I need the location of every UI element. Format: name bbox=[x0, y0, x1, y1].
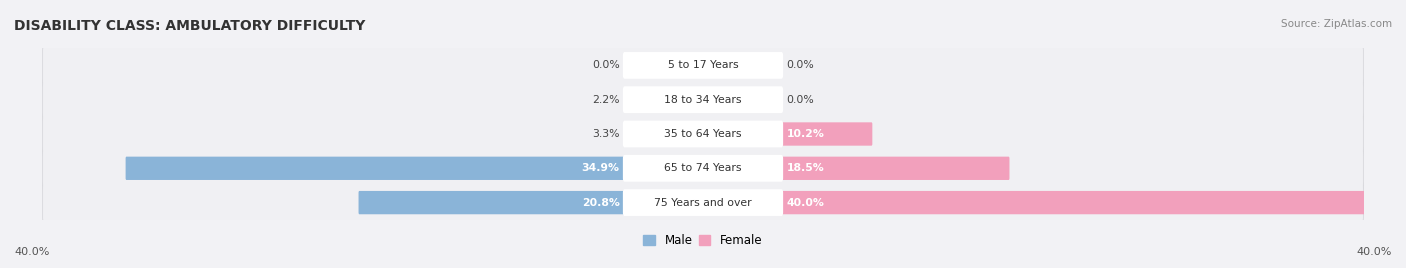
Text: 0.0%: 0.0% bbox=[786, 60, 814, 70]
Text: 0.0%: 0.0% bbox=[592, 60, 620, 70]
Text: 20.8%: 20.8% bbox=[582, 198, 620, 208]
FancyBboxPatch shape bbox=[44, 180, 1362, 225]
FancyBboxPatch shape bbox=[359, 191, 704, 214]
FancyBboxPatch shape bbox=[666, 88, 704, 111]
FancyBboxPatch shape bbox=[44, 77, 1362, 122]
Legend: Male, Female: Male, Female bbox=[638, 229, 768, 252]
Text: 0.0%: 0.0% bbox=[786, 95, 814, 105]
Text: 10.2%: 10.2% bbox=[786, 129, 824, 139]
FancyBboxPatch shape bbox=[42, 143, 1364, 193]
FancyBboxPatch shape bbox=[623, 155, 783, 182]
Text: 2.2%: 2.2% bbox=[592, 95, 620, 105]
Text: 18 to 34 Years: 18 to 34 Years bbox=[664, 95, 742, 105]
Text: 18.5%: 18.5% bbox=[786, 163, 824, 173]
FancyBboxPatch shape bbox=[623, 86, 783, 113]
FancyBboxPatch shape bbox=[42, 75, 1364, 125]
Text: 35 to 64 Years: 35 to 64 Years bbox=[664, 129, 742, 139]
Text: DISABILITY CLASS: AMBULATORY DIFFICULTY: DISABILITY CLASS: AMBULATORY DIFFICULTY bbox=[14, 19, 366, 33]
Text: 34.9%: 34.9% bbox=[582, 163, 620, 173]
FancyBboxPatch shape bbox=[42, 178, 1364, 228]
FancyBboxPatch shape bbox=[125, 157, 704, 180]
Text: 3.3%: 3.3% bbox=[592, 129, 620, 139]
FancyBboxPatch shape bbox=[42, 40, 1364, 90]
FancyBboxPatch shape bbox=[623, 121, 783, 147]
Text: 40.0%: 40.0% bbox=[1357, 247, 1392, 257]
FancyBboxPatch shape bbox=[44, 111, 1362, 157]
FancyBboxPatch shape bbox=[44, 43, 1362, 88]
FancyBboxPatch shape bbox=[702, 157, 1010, 180]
FancyBboxPatch shape bbox=[648, 122, 704, 146]
Text: 40.0%: 40.0% bbox=[14, 247, 49, 257]
Text: 65 to 74 Years: 65 to 74 Years bbox=[664, 163, 742, 173]
Text: 40.0%: 40.0% bbox=[786, 198, 824, 208]
Text: 5 to 17 Years: 5 to 17 Years bbox=[668, 60, 738, 70]
FancyBboxPatch shape bbox=[623, 189, 783, 216]
FancyBboxPatch shape bbox=[702, 122, 872, 146]
Text: 75 Years and over: 75 Years and over bbox=[654, 198, 752, 208]
FancyBboxPatch shape bbox=[702, 191, 1365, 214]
Text: Source: ZipAtlas.com: Source: ZipAtlas.com bbox=[1281, 19, 1392, 29]
FancyBboxPatch shape bbox=[42, 109, 1364, 159]
FancyBboxPatch shape bbox=[44, 146, 1362, 191]
FancyBboxPatch shape bbox=[623, 52, 783, 79]
